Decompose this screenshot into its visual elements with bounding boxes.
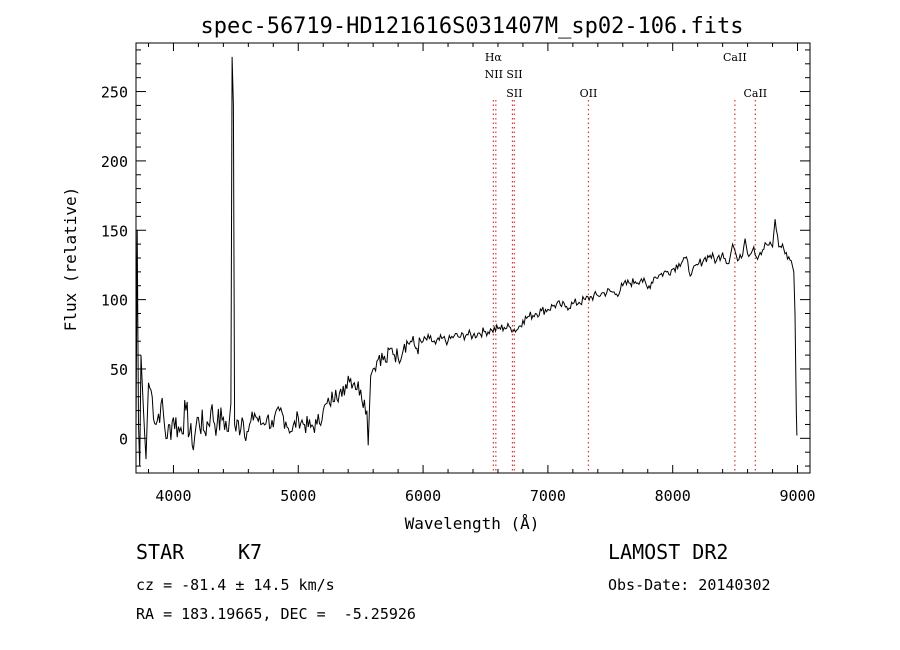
x-tick-label: 6000	[405, 487, 441, 505]
y-tick-label: 200	[101, 153, 128, 171]
x-tick-label: 5000	[280, 487, 316, 505]
line-marker-label: Hα	[485, 51, 503, 64]
line-marker-label: SII	[506, 87, 522, 100]
y-tick-label: 150	[101, 222, 128, 240]
line-marker-label: OII	[580, 87, 598, 100]
survey-name: LAMOST DR2	[608, 540, 729, 564]
x-tick-label: 8000	[655, 487, 691, 505]
line-marker-label: SII	[506, 68, 522, 81]
y-tick-label: 50	[110, 361, 128, 379]
y-tick-label: 100	[101, 292, 128, 310]
spectrum-line	[135, 56, 798, 467]
redshift-cz: cz = -81.4 ± 14.5 km/s	[136, 576, 335, 594]
x-tick-label: 9000	[779, 487, 815, 505]
object-subclass: K7	[238, 540, 263, 564]
x-tick-label: 7000	[530, 487, 566, 505]
line-marker-label: CaII	[723, 51, 747, 64]
observation-date: Obs-Date: 20140302	[608, 576, 771, 594]
x-tick-label: 4000	[155, 487, 191, 505]
chart-title: spec-56719-HD121616S031407M_sp02-106.fit…	[200, 14, 743, 39]
plot-area: 4000 5000 6000 7000 8000 9000 0 50 100 150 200 250 H…	[101, 42, 816, 505]
y-tick-label: 250	[101, 84, 128, 102]
line-marker-label: NII	[485, 68, 503, 81]
ra-dec-coordinates: RA = 183.19665, DEC = -5.25926	[136, 605, 416, 623]
line-marker-label: CaII	[743, 87, 767, 100]
y-axis-label: Flux (relative)	[61, 187, 80, 332]
x-axis-label: Wavelength (Å)	[405, 514, 540, 533]
object-class: STAR	[136, 540, 185, 564]
y-tick-label: 0	[119, 430, 128, 448]
